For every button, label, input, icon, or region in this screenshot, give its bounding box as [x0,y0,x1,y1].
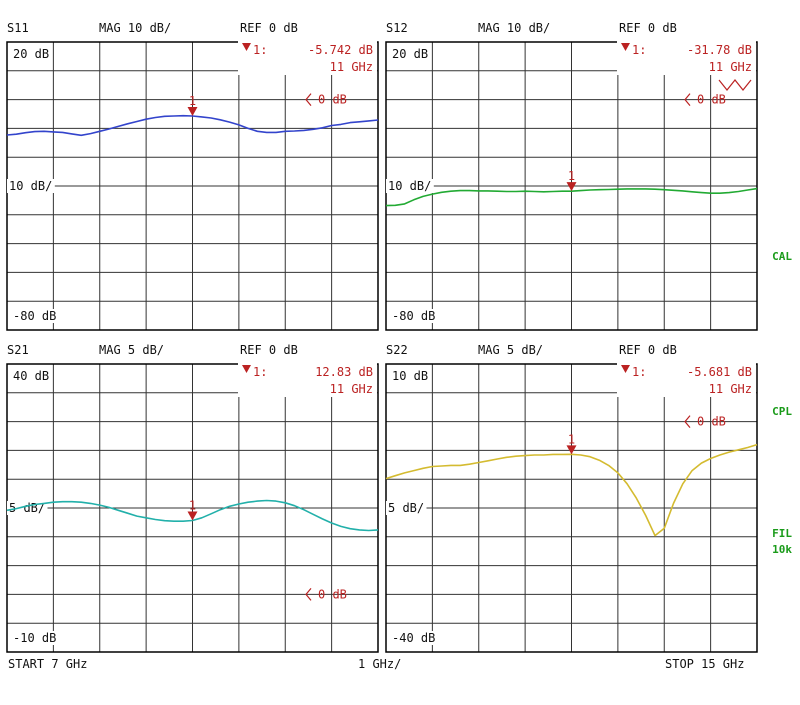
cpl-indicator: CPL [772,405,792,418]
ref-position-label: 0 dB [697,93,726,107]
mid-scale-label: 5 dB/ [388,501,424,515]
marker-frequency: 11 GHz [330,382,373,396]
start-frequency: START 7 GHz [8,657,88,671]
marker-number: 1 [189,94,196,108]
marker-number: 1 [189,498,196,512]
ref-level-label: REF 0 dB [619,21,677,35]
mid-scale-label: 10 dB/ [388,179,431,193]
marker-label: 1: [632,43,646,57]
marker-triangle-icon [242,43,251,51]
top-scale-label: 20 dB [392,47,428,61]
ref-level-label: REF 0 dB [240,343,298,357]
marker-value: -31.78 dB [687,43,752,57]
trace-line-s12 [385,187,758,207]
mid-scale-label: 5 dB/ [9,501,45,515]
marker-number: 1 [568,169,575,183]
marker-readout: 1: -5.742 dB 11 GHz [238,41,377,75]
marker-triangle-icon [621,365,630,373]
marker-triangle-icon [242,365,251,373]
ref-arrow-icon [684,415,691,428]
trace-panel-s21: S21 MAG 5 dB/REF 0 dB 40 dB 5 dB/ -10 dB 1: 12… [6,343,379,653]
label-bg [386,501,427,515]
marker-value: -5.681 dB [687,365,752,379]
ref-position-label: 0 dB [318,587,347,601]
sweep-indicator-icon [718,79,752,91]
mid-scale-label: 10 dB/ [9,179,52,193]
marker-1-icon [187,511,198,521]
label-bg [7,179,55,193]
stop-frequency: STOP 15 GHz [665,657,745,671]
param-label: S22 [386,343,408,357]
marker-label: 1: [253,365,267,379]
bottom-scale-label: -80 dB [392,309,435,323]
top-scale-label: 10 dB [392,369,428,383]
trace-panel-s11: S11 MAG 10 dB/REF 0 dB 20 dB 10 dB/ -80 dB 1:… [6,21,379,331]
label-bg [11,369,52,383]
marker-1-icon [566,182,577,192]
marker-frequency: 11 GHz [330,60,373,74]
grid [6,41,379,331]
cal-indicator: CAL [772,250,792,263]
format-label: MAG 10 dB/ [99,21,171,35]
label-bg [390,309,438,323]
label-bg [390,47,431,61]
ifbw-indicator: 10k [772,543,792,556]
param-label: S12 [386,21,408,35]
marker-readout: 1: -5.681 dB 11 GHz [617,363,756,397]
ref-level-label: REF 0 dB [619,343,677,357]
label-bg [390,369,431,383]
label-bg [11,631,59,645]
readout-bg [617,41,756,75]
marker-readout: 1: 12.83 dB 11 GHz [238,363,377,397]
marker-number: 1 [568,432,575,446]
marker-frequency: 11 GHz [709,382,752,396]
ref-arrow-icon [305,588,312,601]
format-label: MAG 5 dB/ [478,343,543,357]
grid [385,363,758,653]
marker-label: 1: [632,365,646,379]
bottom-scale-label: -10 dB [13,631,56,645]
marker-readout: 1: -31.78 dB 11 GHz [617,41,756,75]
label-bg [11,309,59,323]
format-label: MAG 10 dB/ [478,21,550,35]
trace-line-s21 [6,499,379,532]
marker-label: 1: [253,43,267,57]
marker-value: -5.742 dB [308,43,373,57]
ref-arrow-icon [684,93,691,106]
fil-indicator: FIL [772,527,792,540]
readout-bg [238,363,377,397]
marker-value: 12.83 dB [315,365,373,379]
ref-position-label: 0 dB [318,93,347,107]
label-bg [11,47,52,61]
top-scale-label: 20 dB [13,47,49,61]
frequency-scale: 1 GHz/ [358,657,402,671]
param-label: S21 [7,343,29,357]
marker-frequency: 11 GHz [709,60,752,74]
readout-bg [238,41,377,75]
bottom-scale-label: -80 dB [13,309,56,323]
label-bg [390,631,438,645]
marker-1-icon [187,107,198,117]
readout-bg [617,363,756,397]
marker-triangle-icon [621,43,630,51]
marker-1-icon [566,445,577,455]
label-bg [386,179,434,193]
ref-arrow-icon [305,93,312,106]
ref-position-label: 0 dB [697,415,726,429]
bottom-scale-label: -40 dB [392,631,435,645]
top-scale-label: 40 dB [13,369,49,383]
ref-level-label: REF 0 dB [240,21,298,35]
param-label: S11 [7,21,29,35]
trace-panel-s12: S12 MAG 10 dB/REF 0 dB 20 dB 10 dB/ -80 dB 1:… [385,21,758,331]
format-label: MAG 5 dB/ [99,343,164,357]
